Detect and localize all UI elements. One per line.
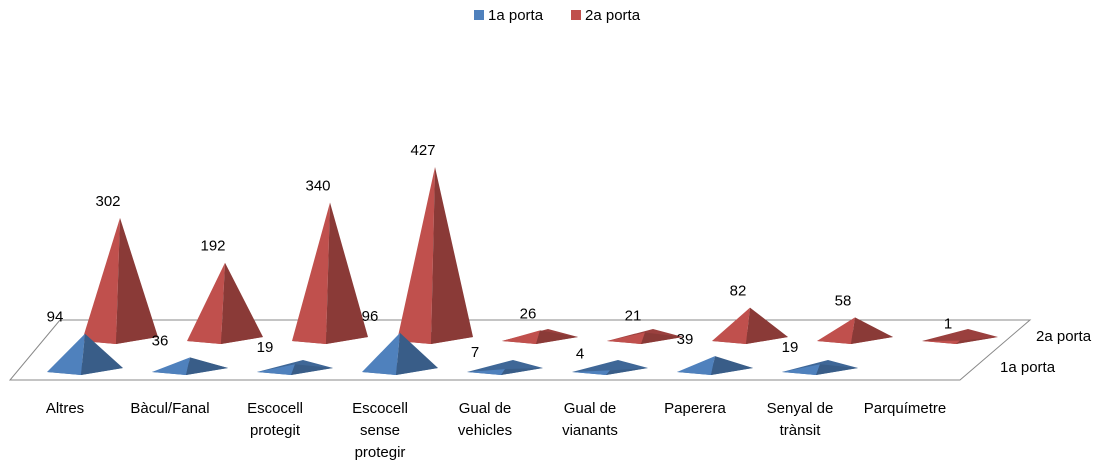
value-label: 58 [835,292,852,309]
pyramid [607,329,683,344]
value-label: 340 [305,177,330,194]
pyramid-left-face [817,317,855,344]
pyramid [292,202,368,344]
pyramid-left-face [922,340,960,344]
pyramid-left-face [607,332,645,344]
pyramid-left-face [257,364,295,375]
pyramid-left-face [47,333,85,375]
pyramid-left-face [152,357,190,375]
pyramid-right-face [956,337,998,344]
value-label: 94 [47,309,64,326]
pyramid [47,333,123,375]
pyramid-left-face [782,364,820,375]
x-tick-label: Gual de vehicles [457,400,513,439]
pyramid-right-face [501,368,543,375]
pyramid-right-face [746,307,788,344]
value-label: 19 [782,339,799,356]
value-label: 36 [152,332,169,349]
x-tick-label: Escocell protegit [247,400,303,439]
pyramid-right-face [711,356,753,375]
pyramid [922,329,998,344]
pyramid [82,217,158,344]
value-label: 4 [576,345,584,362]
pyramid [782,360,858,375]
pyramid-right-face [186,357,228,375]
value-label: 19 [257,339,274,356]
pyramid-right-face [431,167,473,344]
value-label: 427 [410,142,435,159]
pyramid-right-face [396,332,438,375]
pyramid-left-face [502,330,540,344]
value-label: 302 [95,193,120,210]
value-label: 26 [520,305,537,322]
pyramid-right-face [851,317,893,344]
x-tick-label: Parquímetre [863,400,947,417]
value-label: 39 [677,331,694,348]
legend-swatch [571,10,581,20]
x-tick-label: Gual de vianants [562,400,618,439]
pyramid [572,360,648,375]
legend-label: 1a porta [488,7,544,24]
pyramid [712,307,788,344]
x-tick-label: Senyal de trànsit [766,400,834,439]
value-label: 7 [471,344,479,361]
pyramid-left-face [397,167,435,344]
pyramid-left-face [292,202,330,344]
pyramid [397,167,473,344]
pyramid-right-face [536,330,578,344]
pyramid [677,356,753,375]
pyramid-right-face [606,368,648,375]
pyramid [362,332,438,375]
value-label: 82 [730,283,747,300]
pyramid [187,262,263,344]
value-label: 96 [362,308,379,325]
pyramid-left-face [572,370,610,375]
pyramid-left-face [677,356,715,375]
pyramid-right-face [116,217,158,344]
pyramid [502,329,578,344]
pyramid-left-face [712,307,750,344]
x-tick-label: Paperera [664,400,726,417]
pyramid [817,317,893,344]
pyramid-base [922,329,998,344]
depth-label: 2a porta [1036,328,1092,345]
pyramid [257,360,333,375]
pyramid [152,357,228,375]
value-label: 1 [944,316,952,333]
value-label: 192 [200,238,225,255]
pyramid [467,360,543,375]
pyramid-left-face [187,262,225,344]
x-tick-label: Bàcul/Fanal [130,400,210,417]
pyramid-left-face [362,332,400,375]
pyramid-right-face [641,332,683,344]
legend-label: 2a porta [585,7,641,24]
pyramid-right-face [326,202,368,344]
pyramid-right-face [81,333,123,375]
value-label: 21 [625,307,642,324]
depth-label: 1a porta [1000,359,1056,376]
x-tick-label: Altres [45,400,85,417]
x-tick-label: Escocell sense protegir [352,400,408,461]
pyramid-left-face [82,217,120,344]
pyramid-left-face [467,369,505,375]
legend-swatch [474,10,484,20]
pyramid-right-face [816,364,858,375]
pyramid-right-face [291,364,333,375]
pyramid-right-face [221,262,263,344]
